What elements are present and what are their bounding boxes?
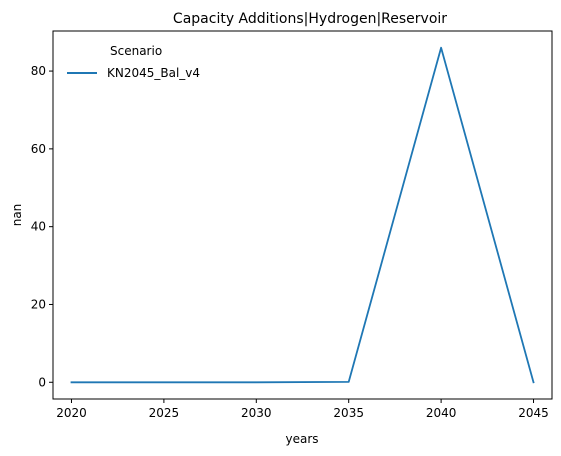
x-tick-label: 2020 xyxy=(56,406,87,420)
y-tick-label: 0 xyxy=(38,375,46,389)
y-axis-label: nan xyxy=(10,204,24,227)
plot-area xyxy=(52,30,553,400)
x-tick-label: 2030 xyxy=(241,406,272,420)
x-axis: 2020 2025 2030 2035 2040 2045 xyxy=(56,399,549,420)
y-tick-label: 80 xyxy=(31,64,46,78)
series-line-0 xyxy=(70,46,535,384)
series-layer xyxy=(70,46,535,384)
plot-frame xyxy=(52,30,553,400)
x-tick-label: 2045 xyxy=(518,406,549,420)
legend: Scenario KN2045_Bal_v4 xyxy=(67,44,200,80)
x-tick-label: 2025 xyxy=(149,406,180,420)
x-axis-label: years xyxy=(285,432,318,446)
x-tick-label: 2035 xyxy=(333,406,364,420)
chart-title: Capacity Additions|Hydrogen|Reservoir xyxy=(173,11,447,27)
legend-label: KN2045_Bal_v4 xyxy=(107,66,200,80)
y-tick-label: 60 xyxy=(31,142,46,156)
y-axis: 0 20 40 60 80 xyxy=(31,64,53,389)
legend-title: Scenario xyxy=(110,44,162,58)
y-tick-label: 20 xyxy=(31,297,46,311)
y-tick-label: 40 xyxy=(31,220,46,234)
x-tick-label: 2040 xyxy=(426,406,457,420)
